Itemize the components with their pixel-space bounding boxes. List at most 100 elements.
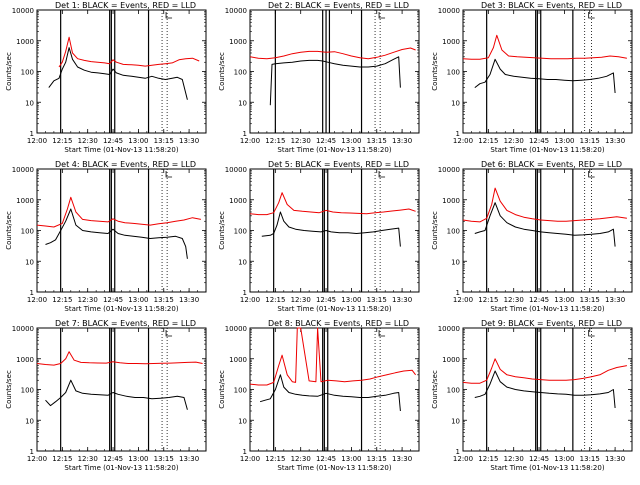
x-tick-label: 12:45 <box>529 455 549 463</box>
x-tick-label: 12:45 <box>103 296 123 304</box>
interval-bracket-icon <box>588 330 595 337</box>
lld-series-line <box>462 34 627 60</box>
panel-title: Det 4: BLACK = Events, RED = LLD <box>55 160 196 169</box>
lld-series-line <box>58 36 200 68</box>
x-tick-label: 12:15 <box>478 455 498 463</box>
interval-bracket-icon <box>588 171 595 178</box>
lld-series-line <box>249 192 416 216</box>
panel-title: Det 1: BLACK = Events, RED = LLD <box>55 1 196 10</box>
x-tick-label: 13:15 <box>367 137 387 145</box>
lld-series-line <box>36 351 203 366</box>
events-series-line <box>45 379 188 410</box>
panel-title: Det 8: BLACK = Events, RED = LLD <box>268 319 409 328</box>
detector-panel-4: Det 4: BLACK = Events, RED = LLD 1 10 100 10… <box>5 160 207 313</box>
x-tick-label: 12:15 <box>265 296 285 304</box>
y-tick-label: 10000 <box>225 166 247 174</box>
y-tick-label: 10 <box>238 99 247 107</box>
plot-frame <box>462 9 633 134</box>
y-tick-label: 1000 <box>442 38 460 46</box>
x-tick-label: 12:00 <box>27 137 47 145</box>
x-tick-label: 13:15 <box>367 455 387 463</box>
x-tick-label: 13:15 <box>154 296 174 304</box>
lld-series-line <box>249 47 416 60</box>
x-tick-label: 13:30 <box>392 455 412 463</box>
x-tick-label: 12:45 <box>316 455 336 463</box>
y-axis-title: Counts/sec <box>5 370 13 409</box>
x-tick-label: 12:15 <box>52 455 72 463</box>
y-tick-label: 1000 <box>16 197 34 205</box>
interval-bracket-icon <box>165 171 173 178</box>
interval-bracket-icon <box>165 330 173 337</box>
x-axis-title: Start Time (01-Nov-13 11:58:20) <box>490 305 604 313</box>
x-tick-label: 13:30 <box>605 296 625 304</box>
interval-bracket-icon <box>165 12 173 19</box>
y-tick-label: 100 <box>447 228 460 236</box>
panel-title: Det 2: BLACK = Events, RED = LLD <box>268 1 409 10</box>
y-tick-label: 1000 <box>16 38 34 46</box>
x-axis-title: Start Time (01-Nov-13 11:58:20) <box>64 464 178 472</box>
y-tick-label: 10 <box>238 417 247 425</box>
events-series-line <box>48 47 188 100</box>
y-tick-label: 10 <box>451 99 460 107</box>
detector-panel-2: Det 2: BLACK = Events, RED = LLD 1 10 100 10… <box>218 1 420 154</box>
x-tick-label: 12:45 <box>529 137 549 145</box>
y-tick-label: 10 <box>25 99 34 107</box>
x-tick-label: 13:30 <box>392 137 412 145</box>
x-tick-label: 12:30 <box>291 455 311 463</box>
x-tick-label: 12:00 <box>27 455 47 463</box>
y-tick-label: 100 <box>234 228 247 236</box>
panel-title: Det 7: BLACK = Events, RED = LLD <box>55 319 196 328</box>
x-tick-label: 12:15 <box>478 296 498 304</box>
y-axis-title: Counts/sec <box>5 211 13 250</box>
detector-panel-8: Det 8: BLACK = Events, RED = LLD 1 10 100 10… <box>218 319 420 472</box>
x-axis-title: Start Time (01-Nov-13 11:58:20) <box>277 464 391 472</box>
y-tick-label: 10000 <box>438 325 460 333</box>
y-tick-label: 10000 <box>438 7 460 15</box>
x-tick-label: 13:00 <box>554 296 574 304</box>
x-tick-label: 12:15 <box>478 137 498 145</box>
lld-series-line <box>462 358 627 384</box>
y-tick-label: 1 <box>456 289 460 297</box>
x-tick-label: 13:30 <box>179 296 199 304</box>
x-axis-title: Start Time (01-Nov-13 11:58:20) <box>490 146 604 154</box>
y-axis-title: Counts/sec <box>218 52 226 91</box>
panel-title: Det 9: BLACK = Events, RED = LLD <box>481 319 622 328</box>
x-tick-label: 13:30 <box>605 455 625 463</box>
y-tick-label: 1 <box>456 448 460 456</box>
y-tick-label: 10000 <box>438 166 460 174</box>
interval-bracket-icon <box>588 12 595 19</box>
plot-frame <box>36 327 207 452</box>
x-axis-title: Start Time (01-Nov-13 11:58:20) <box>277 146 391 154</box>
x-tick-label: 12:45 <box>103 137 123 145</box>
x-tick-label: 12:00 <box>240 455 260 463</box>
x-tick-label: 12:00 <box>453 137 473 145</box>
x-tick-label: 12:00 <box>453 296 473 304</box>
y-axis-title: Counts/sec <box>431 52 439 91</box>
x-tick-label: 13:15 <box>580 137 600 145</box>
x-tick-label: 13:30 <box>392 296 412 304</box>
x-tick-label: 12:30 <box>78 455 98 463</box>
x-axis-title: Start Time (01-Nov-13 11:58:20) <box>64 305 178 313</box>
y-axis-title: Counts/sec <box>431 211 439 250</box>
x-tick-label: 12:45 <box>316 137 336 145</box>
y-tick-label: 10000 <box>225 7 247 15</box>
y-tick-label: 10 <box>238 258 247 266</box>
x-tick-label: 12:15 <box>52 137 72 145</box>
plot-frame <box>36 168 207 293</box>
y-tick-label: 100 <box>21 228 34 236</box>
y-tick-label: 10 <box>451 417 460 425</box>
y-tick-label: 100 <box>447 69 460 77</box>
x-axis-title: Start Time (01-Nov-13 11:58:20) <box>64 146 178 154</box>
x-tick-label: 13:30 <box>179 137 199 145</box>
detector-panel-9: Det 9: BLACK = Events, RED = LLD 1 10 100 10… <box>431 319 633 472</box>
x-tick-label: 13:30 <box>605 137 625 145</box>
x-tick-label: 12:00 <box>27 296 47 304</box>
x-tick-label: 12:30 <box>291 296 311 304</box>
plot-frame <box>462 327 633 452</box>
x-tick-label: 12:15 <box>265 137 285 145</box>
x-tick-label: 12:45 <box>529 296 549 304</box>
plot-frame <box>462 168 633 293</box>
y-tick-label: 10 <box>451 258 460 266</box>
interval-bracket-icon <box>378 171 386 178</box>
